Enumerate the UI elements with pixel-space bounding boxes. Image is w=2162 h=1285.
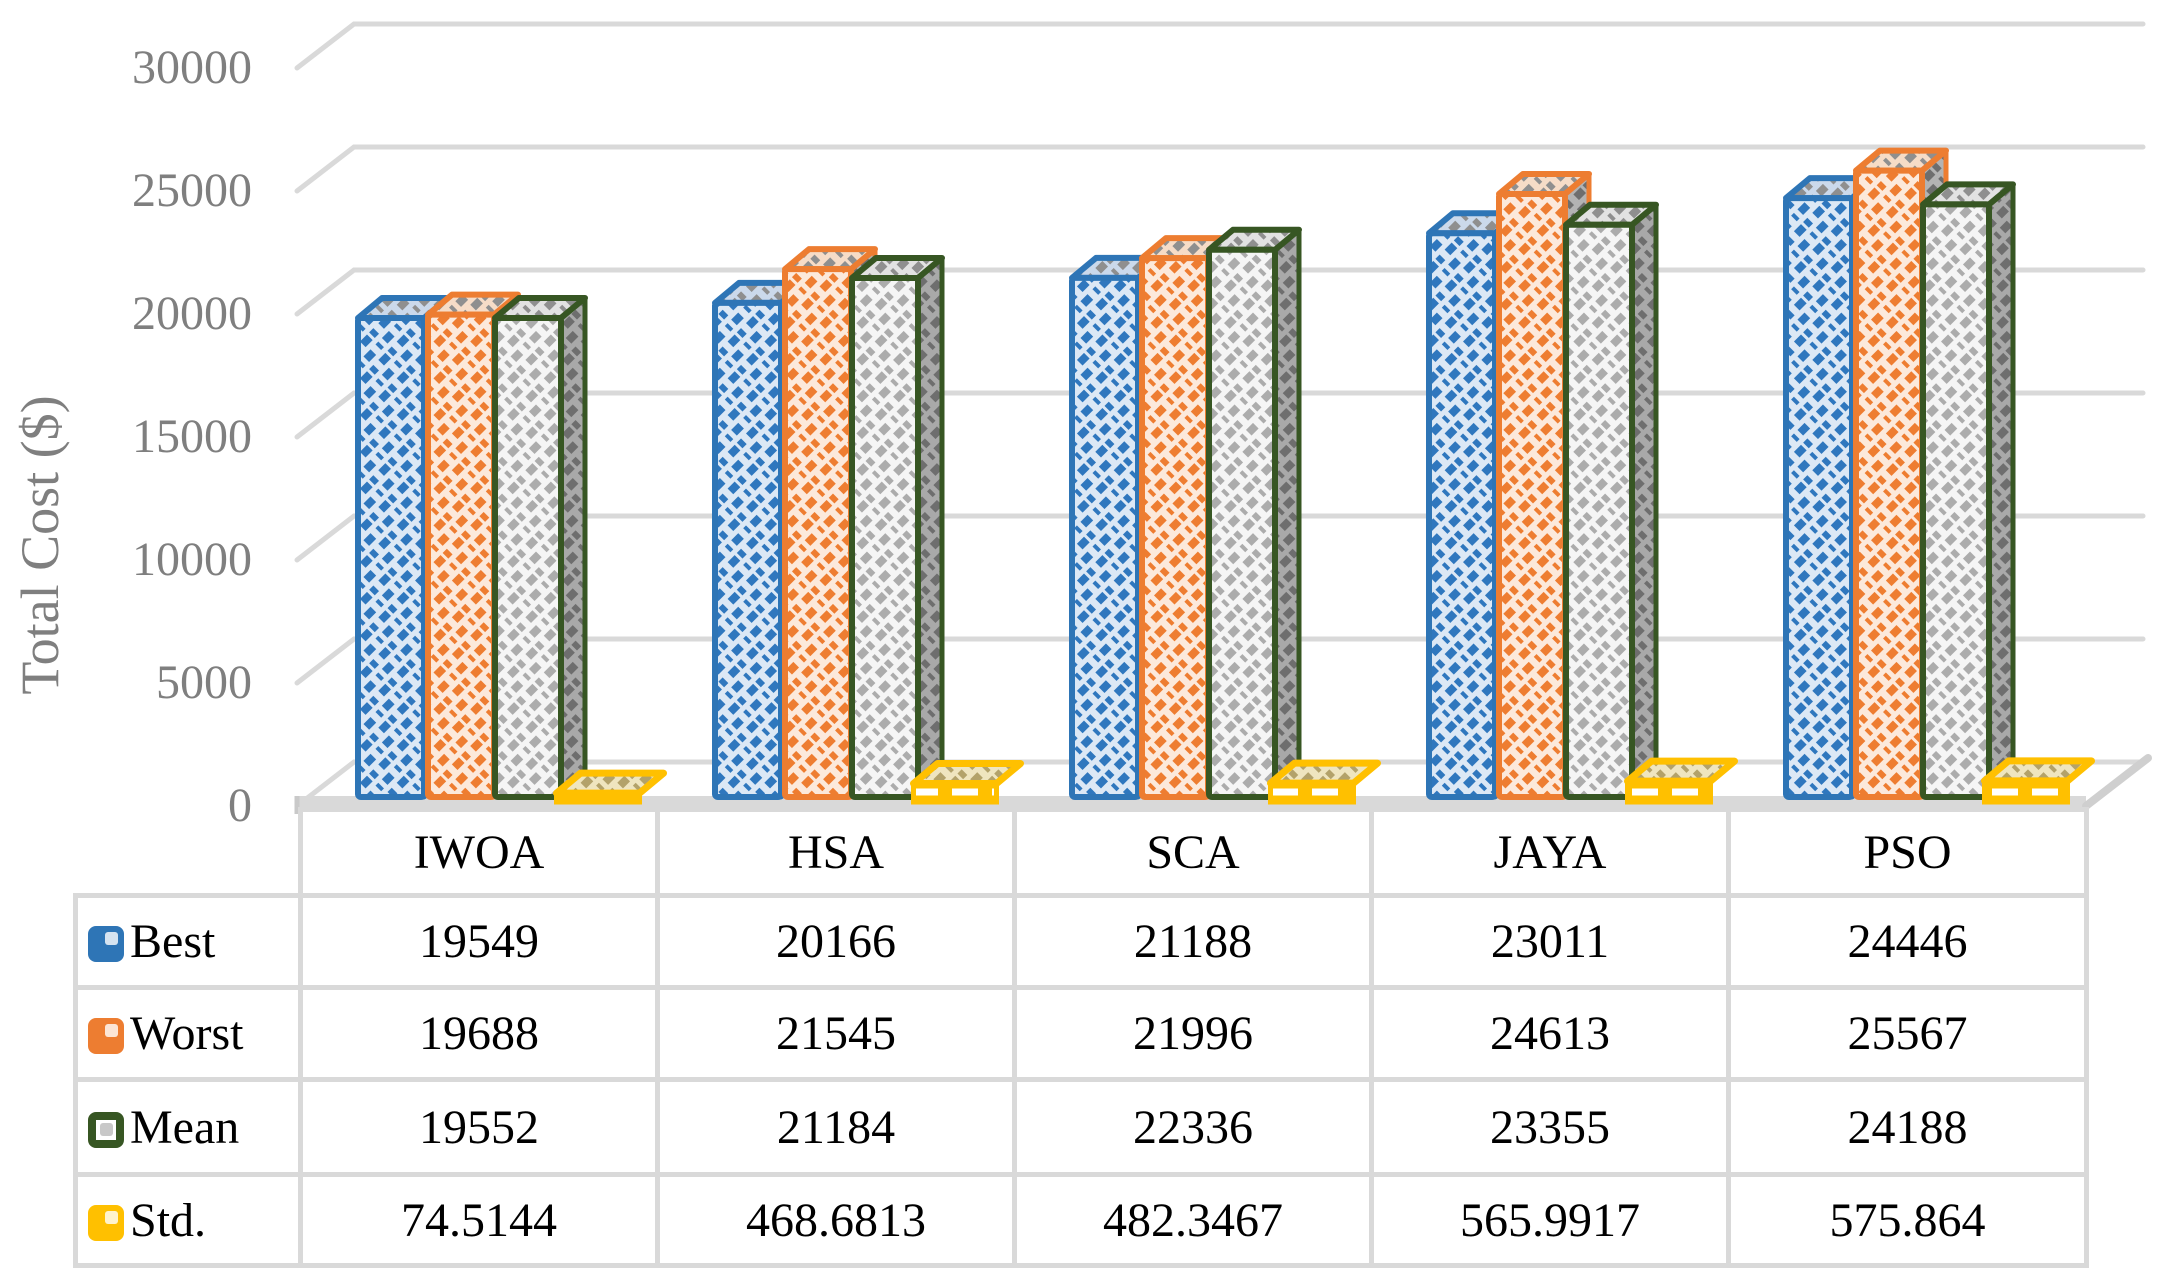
series-name: Best (130, 915, 216, 968)
table-header-row: IWOA HSA SCA JAYA PSO (76, 807, 2089, 898)
value-cell-mean-pso: 24188 (1726, 1077, 2089, 1177)
bars (355, 147, 2095, 805)
bar-group-hsa (712, 246, 1024, 805)
bar-mean-pso (1920, 181, 2016, 801)
value-cell-best-iwoa: 19549 (298, 893, 660, 990)
legend-key-hatch-mark (100, 1122, 113, 1136)
category-header-sca: SCA (1012, 807, 1374, 898)
floor-right-edge (2082, 754, 2152, 810)
table-row-std: Std. 74.5144 468.6813 482.3467 565.9917 575.8… (73, 1172, 2089, 1268)
y-tick-label-0: 0 (228, 779, 252, 832)
table-corner-cell (76, 810, 301, 896)
series-name: Std. (130, 1193, 207, 1247)
value-cell-worst-sca: 21996 (1012, 985, 1374, 1082)
value-cell-worst-jaya: 24613 (1369, 985, 1731, 1082)
y-tick-label-25000: 25000 (132, 164, 252, 217)
category-header-iwoa: IWOA (298, 807, 660, 898)
bar-worst-sca-front (1139, 255, 1211, 800)
bar-worst-pso-front (1853, 167, 1925, 800)
category-header-pso: PSO (1726, 807, 2089, 898)
gridlines (294, 21, 2146, 809)
bar-best-sca-front (1069, 274, 1141, 801)
table-row-worst: Worst 19688 21545 21996 24613 25567 (73, 985, 2089, 1082)
bar-std-iwoa (553, 769, 667, 805)
bar-group-sca (1069, 226, 1381, 805)
series-label-cell: Worst (73, 985, 303, 1082)
category-header-jaya: JAYA (1369, 807, 1731, 898)
series-label-cell: Std. (73, 1172, 303, 1268)
value-cell-worst-pso: 25567 (1726, 985, 2089, 1082)
bar-mean-iwoa-front (492, 314, 564, 800)
bar-worst-hsa-front (782, 266, 854, 800)
value-cell-std-iwoa: 74.5144 (298, 1172, 660, 1268)
bar-std-pso-top (1981, 757, 2095, 785)
legend-key-mean-icon (88, 1111, 124, 1148)
y-tick-label-5000: 5000 (156, 656, 252, 709)
y-tick-label-30000: 30000 (132, 41, 252, 94)
bar-worst-iwoa-front (425, 311, 497, 800)
bar-std-sca (1267, 759, 1381, 805)
bar-mean-hsa (849, 254, 945, 800)
y-tick-label-20000: 20000 (132, 287, 252, 340)
table-row-mean: Mean 19552 21184 22336 23355 24188 (73, 1077, 2089, 1177)
bar-group-jaya (1426, 170, 1738, 805)
value-cell-std-pso: 575.864 (1726, 1172, 2089, 1268)
legend-key-worst-icon (88, 1018, 124, 1054)
legend-key-hatch-mark (105, 932, 118, 945)
legend-key-hatch-mark (105, 1210, 118, 1224)
legend-key-hatch-mark (105, 1024, 118, 1037)
series-label-cell: Mean (73, 1077, 303, 1177)
bar-std-jaya (1624, 757, 1738, 805)
value-cell-worst-iwoa: 19688 (298, 985, 660, 1082)
value-cell-std-hsa: 468.6813 (655, 1172, 1017, 1268)
table-row-best: Best 19549 20166 21188 23011 24446 (73, 893, 2089, 990)
series-name: Worst (130, 1007, 244, 1060)
bar-mean-hsa-front (849, 274, 921, 800)
bar-group-pso (1783, 147, 2095, 805)
value-cell-std-sca: 482.3467 (1012, 1172, 1374, 1268)
bar-mean-jaya (1563, 201, 1659, 801)
gridline-30000 (294, 21, 2146, 71)
bar-best-pso-front (1783, 195, 1855, 800)
value-cell-mean-hsa: 21184 (655, 1077, 1017, 1177)
bar-mean-sca-front (1206, 246, 1278, 800)
value-cell-best-jaya: 23011 (1369, 893, 1731, 990)
value-cell-std-jaya: 565.9917 (1369, 1172, 1731, 1268)
bar-group-iwoa (355, 291, 667, 805)
bar-worst-jaya-front (1496, 190, 1568, 800)
data-table: IWOA HSA SCA JAYA PSO Best 19549 20166 21188 2301… (73, 807, 2089, 1268)
category-header-hsa: HSA (655, 807, 1017, 898)
y-tick-label-10000: 10000 (132, 533, 252, 586)
value-cell-mean-sca: 22336 (1012, 1077, 1374, 1177)
bar-std-hsa-top (910, 760, 1024, 788)
gridline-25000 (294, 144, 2146, 194)
value-cell-best-hsa: 20166 (655, 893, 1017, 990)
series-name: Mean (130, 1100, 240, 1154)
y-tick-label-15000: 15000 (132, 410, 252, 463)
value-cell-best-pso: 24446 (1726, 893, 2089, 990)
bar-std-sca-top (1267, 759, 1381, 787)
bar-best-hsa-front (712, 299, 784, 800)
bar-best-iwoa-front (355, 315, 427, 800)
value-cell-worst-hsa: 21545 (655, 985, 1017, 1082)
bar-mean-jaya-front (1563, 221, 1635, 801)
value-cell-best-sca: 21188 (1012, 893, 1374, 990)
value-cell-mean-jaya: 23355 (1369, 1077, 1731, 1177)
bar-mean-sca (1206, 226, 1302, 800)
bar-mean-pso-front (1920, 201, 1992, 801)
series-label-cell: Best (73, 893, 303, 990)
bar-std-jaya-top (1624, 757, 1738, 785)
bar-std-pso (1981, 757, 2095, 805)
value-cell-mean-iwoa: 19552 (298, 1077, 660, 1177)
bar-std-iwoa-top (553, 769, 667, 797)
bar-std-hsa (910, 760, 1024, 805)
bar-mean-iwoa (492, 294, 588, 800)
legend-key-std-icon (88, 1204, 124, 1241)
bar-best-jaya-front (1426, 230, 1498, 800)
legend-key-best-icon (88, 926, 124, 962)
